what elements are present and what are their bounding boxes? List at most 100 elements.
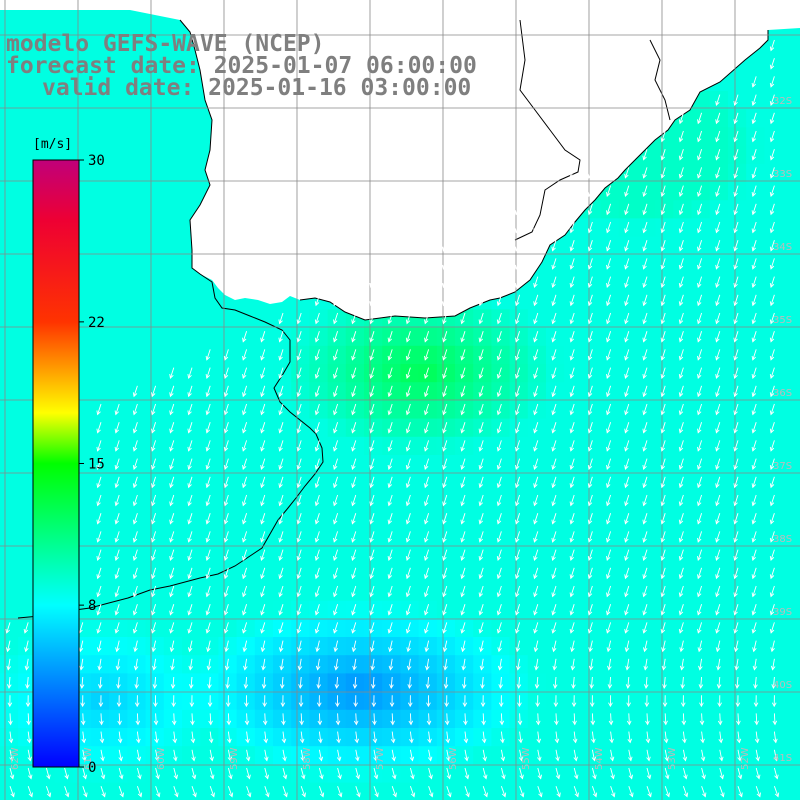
wind-arrow	[442, 294, 448, 306]
field-cell	[91, 637, 110, 656]
wind-arrow-head	[678, 155, 684, 161]
wind-arrow-head	[554, 738, 560, 744]
field-cell	[309, 327, 329, 347]
wind-arrow-head	[424, 264, 429, 270]
wind-arrow	[697, 221, 703, 233]
wind-arrow	[715, 94, 721, 106]
field-cell	[400, 364, 420, 383]
field-cell	[473, 600, 492, 620]
wind-arrow	[388, 531, 393, 543]
field-cell	[509, 491, 529, 511]
wind-arrow-head	[100, 774, 106, 780]
field-cell	[127, 546, 147, 565]
field-cell	[200, 309, 219, 329]
wind-arrow	[224, 458, 229, 470]
field-cell	[418, 564, 438, 583]
wind-arrow	[626, 658, 630, 670]
field-cell	[728, 327, 747, 347]
field-cell	[418, 600, 438, 620]
wind-arrow	[715, 185, 721, 197]
wind-arrow-head	[533, 592, 538, 598]
wind-arrow	[279, 531, 284, 543]
wind-arrow-head	[751, 155, 757, 161]
wind-arrow-head	[551, 519, 556, 525]
field-cell	[182, 709, 201, 729]
field-cell	[200, 418, 219, 438]
wind-arrow	[97, 567, 102, 579]
wind-arrow-head	[369, 556, 374, 562]
wind-arrow	[624, 294, 630, 306]
wind-arrow-head	[496, 410, 502, 416]
wind-arrow-head	[697, 155, 702, 161]
wind-arrow-head	[715, 173, 720, 179]
field-cell	[200, 364, 219, 383]
wind-arrow	[515, 349, 521, 361]
field-cell	[782, 36, 800, 56]
wind-arrow-head	[154, 756, 160, 762]
wind-arrow	[624, 476, 630, 488]
field-cell	[218, 400, 238, 420]
wind-arrow-head	[479, 647, 484, 653]
wind-arrow-head	[314, 337, 320, 343]
wind-arrow	[591, 731, 595, 743]
field-cell	[309, 382, 329, 401]
field-cell	[764, 236, 784, 256]
wind-arrow-head	[624, 374, 629, 380]
field-cell	[582, 254, 602, 274]
field-cell	[618, 200, 638, 219]
wind-arrow	[333, 585, 339, 597]
wind-arrow	[479, 440, 484, 452]
field-cell	[327, 782, 347, 800]
colorbar-tick-label: 8	[88, 598, 96, 614]
field-cell	[400, 746, 420, 765]
wind-arrow-head	[387, 446, 393, 452]
wind-arrow-head	[678, 501, 684, 507]
field-cell	[564, 709, 583, 729]
wind-arrow-head	[151, 610, 156, 616]
field-cell	[163, 746, 183, 765]
colorbar-tick-label: 15	[88, 457, 105, 473]
wind-arrow	[570, 258, 575, 270]
wind-arrow	[737, 786, 743, 797]
wind-arrow-head	[333, 556, 338, 562]
wind-arrow-head	[424, 574, 429, 580]
wind-arrow	[115, 440, 120, 452]
field-cell	[600, 564, 620, 583]
wind-arrow-head	[169, 483, 174, 489]
wind-arrow	[297, 604, 302, 615]
field-cell	[473, 309, 492, 329]
field-cell	[473, 436, 492, 456]
field-cell	[218, 691, 238, 711]
wind-arrow	[297, 513, 302, 524]
field-cell	[182, 54, 201, 74]
field-cell	[691, 491, 711, 511]
wind-arrow-head	[482, 774, 488, 780]
field-cell	[618, 236, 638, 256]
wind-arrow-head	[278, 610, 283, 616]
field-cell	[91, 91, 110, 110]
wind-arrow	[406, 622, 411, 634]
wind-arrow-head	[242, 355, 247, 361]
field-cell	[582, 527, 602, 547]
wind-arrow	[661, 349, 666, 361]
wind-arrow-head	[642, 301, 647, 307]
wind-arrow-head	[478, 465, 484, 471]
wind-arrow	[169, 476, 175, 488]
wind-arrow-head	[114, 410, 120, 416]
wind-arrow-head	[478, 228, 484, 234]
wind-arrow	[260, 422, 266, 433]
field-cell	[182, 491, 201, 511]
wind-arrow-head	[755, 774, 761, 780]
wind-arrow	[115, 513, 120, 524]
wind-arrow	[661, 240, 666, 251]
field-cell	[163, 91, 183, 110]
field-cell	[691, 400, 711, 420]
field-cell	[400, 782, 420, 800]
wind-arrow-head	[496, 537, 502, 543]
wind-arrow-head	[720, 792, 725, 798]
field-cell	[236, 455, 256, 474]
wind-arrow-head	[587, 319, 593, 325]
wind-arrow	[188, 476, 193, 488]
wind-arrow-head	[569, 410, 575, 416]
wind-arrow	[242, 458, 248, 470]
